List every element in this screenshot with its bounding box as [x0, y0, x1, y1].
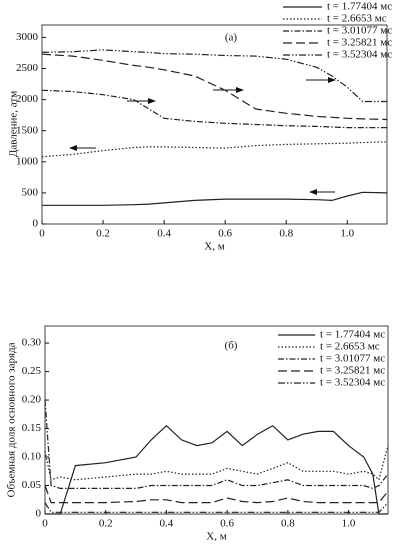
legend-label: t = 3.52304 мс: [320, 377, 385, 389]
y-axis-label: Давление, атм: [8, 91, 20, 157]
legend-label: t = 3.52304 мс: [327, 49, 392, 61]
x-tick-label: 0.4: [160, 518, 174, 530]
series-line: [41, 53, 388, 121]
series-line: [41, 49, 387, 103]
x-axis-label: X, м: [204, 241, 224, 253]
x-tick-label: 1.0: [342, 518, 356, 530]
legend-label: t = 3.01077 мс: [327, 25, 392, 37]
x-tick-label: 0.8: [281, 518, 295, 530]
y-axis-label: Объемная доля основного заряда: [6, 342, 18, 497]
legend-label: t = 1.77404 мс: [327, 1, 392, 13]
legend-label: t = 2.6653 мс: [327, 13, 387, 25]
y-tick-label: 0.10: [22, 451, 42, 463]
series-line: [44, 445, 389, 481]
series-line: [44, 502, 389, 513]
y-tick-label: 2000: [16, 93, 39, 105]
series-line: [44, 400, 389, 490]
panel-label: (а): [225, 32, 238, 44]
y-tick-label: 0: [36, 508, 42, 520]
legend-label: t = 3.25821 мс: [320, 365, 385, 377]
x-tick-label: 0.8: [279, 228, 293, 240]
legend-label: t = 1.77404 мс: [320, 329, 385, 341]
y-tick-label: 0.25: [22, 365, 42, 377]
y-tick-label: 3000: [16, 31, 39, 43]
y-tick-label: 1000: [16, 155, 39, 167]
plot-frame: [41, 24, 388, 225]
x-axis-label: X, м: [206, 531, 226, 543]
x-tick-label: 0.4: [157, 228, 171, 240]
direction-arrows: [69, 77, 336, 195]
y-tick-label: 2500: [16, 62, 39, 74]
panel-label: (б): [225, 340, 238, 352]
x-tick-label: 0.6: [220, 518, 234, 530]
series-line: [44, 485, 389, 504]
x-tick-label: 0.6: [218, 228, 232, 240]
y-tick-label: 500: [22, 186, 39, 198]
y-tick-label: 0.30: [22, 337, 42, 349]
plot-frame: [44, 325, 389, 515]
legend-label: t = 2.6653 мс: [320, 341, 380, 353]
legend-label: t = 3.25821 мс: [327, 37, 392, 49]
series-line: [45, 424, 388, 515]
x-tick-label: 0.2: [96, 228, 110, 240]
legend-label: t = 3.01077 мс: [320, 353, 385, 365]
x-tick-label: 0: [39, 228, 45, 240]
x-tick-label: 0.2: [99, 518, 113, 530]
series-line: [42, 191, 388, 206]
y-tick-label: 0.05: [22, 479, 42, 491]
x-tick-label: 1.0: [340, 228, 354, 240]
y-tick-label: 0.20: [22, 394, 42, 406]
series-line: [41, 89, 387, 129]
series-line: [41, 141, 388, 158]
x-tick-label: 0: [42, 518, 48, 530]
y-tick-label: 0: [33, 218, 39, 230]
y-tick-label: 0.15: [22, 422, 42, 434]
y-tick-label: 1500: [16, 124, 39, 136]
